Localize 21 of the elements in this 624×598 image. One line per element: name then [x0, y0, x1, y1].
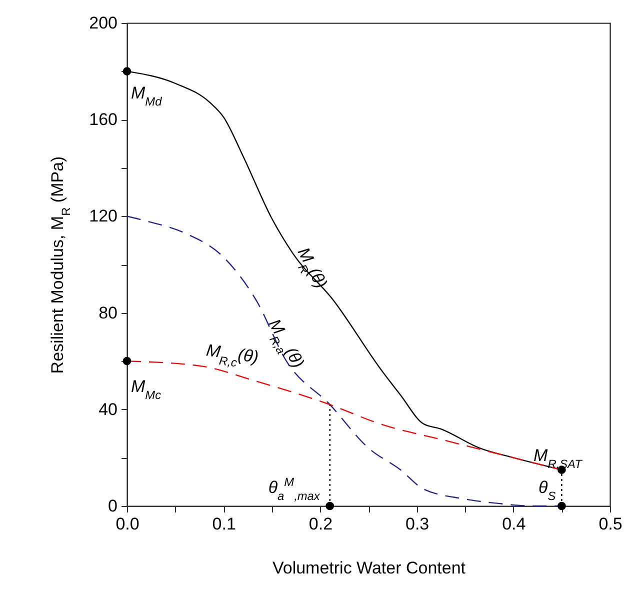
y-tick-label: 160: [89, 110, 118, 130]
x-tick-label: 0.2: [308, 514, 333, 534]
annotation: θ$_{S}$: [538, 478, 556, 503]
x-tick-label: 0.5: [598, 514, 622, 534]
annotation: M$_{Md}$: [131, 83, 162, 108]
x-tick-label: 0.4: [502, 514, 526, 534]
x-axis-title: Volumetric Water Content: [272, 558, 466, 578]
x-tick-label: 0.1: [212, 514, 236, 534]
point: [122, 67, 132, 76]
point: [326, 502, 334, 510]
annotation: M$_{Mc}$: [131, 377, 162, 402]
y-tick-label: 0: [108, 496, 118, 516]
y-tick-label: 200: [89, 14, 118, 32]
y-tick-label: 40: [98, 400, 118, 419]
x-tick-label: 0.3: [405, 514, 430, 534]
point: [122, 356, 132, 366]
point: [558, 502, 566, 510]
x-tick-label: 0.0: [116, 514, 140, 534]
annotation: M$_{R,c}$(θ): [205, 340, 260, 370]
y-tick-label: 120: [89, 206, 118, 226]
y-tick-label: 80: [98, 303, 118, 322]
